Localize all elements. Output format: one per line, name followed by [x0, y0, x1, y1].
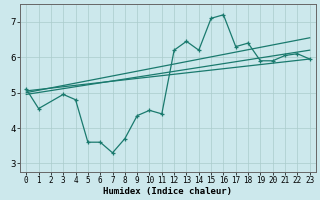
X-axis label: Humidex (Indice chaleur): Humidex (Indice chaleur)	[103, 187, 232, 196]
